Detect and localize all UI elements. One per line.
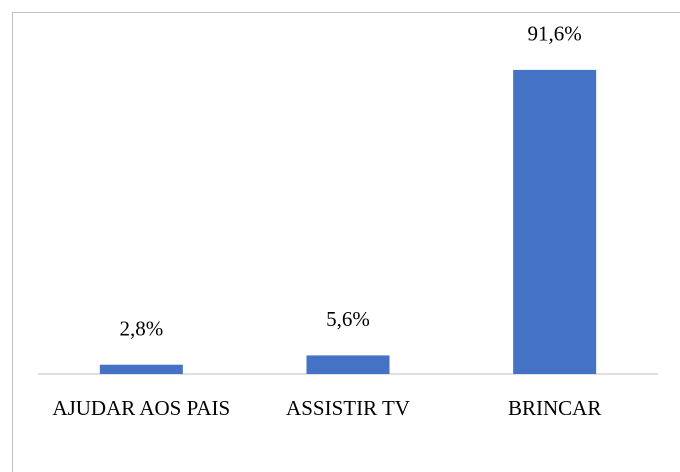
bar bbox=[513, 69, 597, 374]
data-label: 91,6% bbox=[528, 22, 582, 46]
data-label: 2,8% bbox=[119, 317, 163, 341]
bar bbox=[99, 364, 183, 374]
x-tick-label: AJUDAR AOS PAIS bbox=[52, 396, 231, 420]
bar bbox=[306, 355, 390, 374]
x-tick-label: BRINCAR bbox=[507, 396, 602, 420]
x-tick-label: ASSISTIR TV bbox=[286, 396, 410, 420]
page: {"chart_data": {"type": "bar", "categori… bbox=[12, 12, 680, 472]
chart-frame bbox=[12, 12, 680, 472]
data-label: 5,6% bbox=[326, 307, 370, 331]
chart: 2,8% 5,6% 91,6% bbox=[38, 22, 658, 375]
